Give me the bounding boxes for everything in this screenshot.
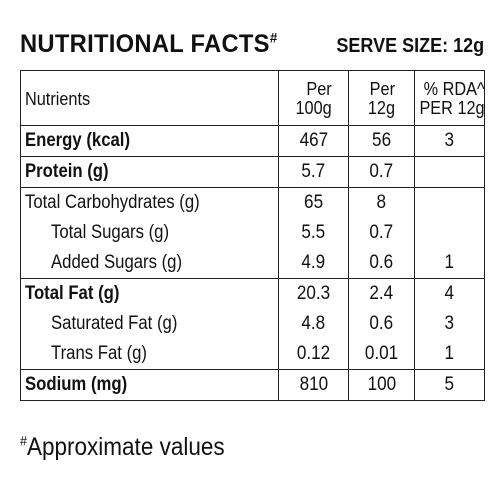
table-row-energy: Energy (kcal) 467 56 3 <box>20 125 485 157</box>
table-row-total-sugars: Total Sugars (g) 5.5 0.7 <box>20 218 485 248</box>
footnote-text: Approximate values <box>27 433 225 461</box>
row-name: Protein (g) <box>20 156 279 188</box>
row-name: Energy (kcal) <box>20 125 279 157</box>
row-per100: 467 <box>278 125 349 157</box>
header-nutrients: Nutrients <box>20 70 279 126</box>
row-per100: 65 <box>278 187 349 218</box>
row-per12: 0.7 <box>348 218 415 248</box>
footnote-marker: # <box>20 432 28 449</box>
row-per12: 100 <box>348 369 415 401</box>
serve-size: SERVE SIZE: 12g <box>336 35 484 57</box>
row-rda <box>414 156 485 188</box>
table-row-saturated-fat: Saturated Fat (g) 4.8 0.6 3 <box>20 309 485 339</box>
row-per12: 56 <box>348 125 415 157</box>
row-per100: 0.12 <box>278 339 349 370</box>
row-per12: 0.7 <box>348 156 415 188</box>
row-rda: 5 <box>414 369 485 401</box>
panel-header: NUTRITIONAL FACTS# SERVE SIZE: 12g <box>20 30 484 70</box>
row-name: Total Carbohydrates (g) <box>20 187 279 218</box>
header-rda: % RDA^ PER 12g <box>414 70 485 126</box>
title-text: NUTRITIONAL FACTS <box>20 30 270 58</box>
row-rda: 3 <box>414 125 485 157</box>
row-rda: 1 <box>414 248 485 279</box>
row-per100: 5.7 <box>278 156 349 188</box>
row-name: Saturated Fat (g) <box>20 309 279 339</box>
nutrition-panel: NUTRITIONAL FACTS# SERVE SIZE: 12g Nutri… <box>20 30 485 401</box>
row-per12: 0.01 <box>348 339 415 370</box>
table-row-protein: Protein (g) 5.7 0.7 <box>20 156 485 188</box>
row-name: Total Fat (g) <box>20 278 279 309</box>
row-per100: 20.3 <box>278 278 349 309</box>
row-per12: 2.4 <box>348 278 415 309</box>
table-row-added-sugars: Added Sugars (g) 4.9 0.6 1 <box>20 248 485 279</box>
row-rda: 3 <box>414 309 485 339</box>
nutrition-table: Nutrients Per 100g Per 12g % RDA^ PER 12g E… <box>20 70 485 401</box>
row-per12: 8 <box>348 187 415 218</box>
row-per100: 4.9 <box>278 248 349 279</box>
row-per100: 810 <box>278 369 349 401</box>
row-rda <box>414 187 485 218</box>
row-name: Total Sugars (g) <box>20 218 279 248</box>
header-per-12g: Per 12g <box>348 70 415 126</box>
row-per12: 0.6 <box>348 248 415 279</box>
title-marker: # <box>269 29 278 46</box>
panel-title: NUTRITIONAL FACTS# <box>20 30 278 59</box>
footnote: #Approximate values <box>20 433 225 462</box>
row-name: Sodium (mg) <box>20 369 279 401</box>
row-name: Added Sugars (g) <box>20 248 279 279</box>
row-name: Trans Fat (g) <box>20 339 279 370</box>
table-header-row: Nutrients Per 100g Per 12g % RDA^ PER 12g <box>20 70 485 126</box>
row-rda <box>414 218 485 248</box>
row-per100: 4.8 <box>278 309 349 339</box>
row-rda: 4 <box>414 278 485 309</box>
table-row-sodium: Sodium (mg) 810 100 5 <box>20 369 485 401</box>
row-per12: 0.6 <box>348 309 415 339</box>
row-rda: 1 <box>414 339 485 370</box>
table-row-total-carbohydrates: Total Carbohydrates (g) 65 8 <box>20 187 485 218</box>
row-per100: 5.5 <box>278 218 349 248</box>
table-row-total-fat: Total Fat (g) 20.3 2.4 4 <box>20 278 485 309</box>
header-per-100g: Per 100g <box>278 70 349 126</box>
table-row-trans-fat: Trans Fat (g) 0.12 0.01 1 <box>20 339 485 370</box>
